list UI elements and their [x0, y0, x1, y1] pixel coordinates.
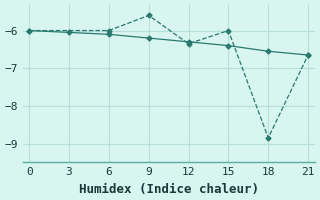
X-axis label: Humidex (Indice chaleur): Humidex (Indice chaleur)	[79, 183, 259, 196]
